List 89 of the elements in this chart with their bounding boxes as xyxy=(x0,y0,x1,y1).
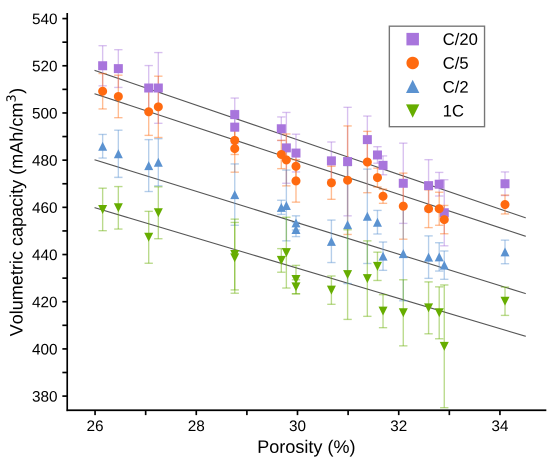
point xyxy=(114,92,123,101)
point xyxy=(378,252,388,261)
point xyxy=(291,218,300,228)
point xyxy=(144,161,154,170)
point xyxy=(326,286,336,295)
x-axis-title: Porosity (%) xyxy=(258,440,354,457)
point xyxy=(434,180,444,189)
legend-label: C/5 xyxy=(444,56,468,69)
point xyxy=(154,102,163,112)
point xyxy=(114,149,123,158)
point xyxy=(424,252,434,262)
point xyxy=(362,135,372,144)
y-axis-title: Volumetric capacity (mAh/cm$^{3}$) xyxy=(6,88,26,336)
y-tick-label: 520 xyxy=(32,60,57,72)
y-tick-label: 400 xyxy=(32,344,57,355)
point xyxy=(230,122,240,132)
y-tick-label: 500 xyxy=(32,108,57,119)
point xyxy=(230,190,240,200)
point xyxy=(291,282,300,292)
point xyxy=(378,192,388,201)
point xyxy=(98,142,108,151)
x-tick-label: 26 xyxy=(87,420,103,432)
point xyxy=(343,270,352,280)
point xyxy=(282,143,291,152)
point xyxy=(372,218,382,227)
point xyxy=(343,176,352,185)
y-tick-label: 380 xyxy=(32,390,57,402)
point xyxy=(398,308,408,318)
point xyxy=(440,260,449,270)
point xyxy=(114,203,123,212)
point xyxy=(500,296,510,306)
point xyxy=(114,64,123,74)
point xyxy=(276,124,286,134)
point xyxy=(326,236,336,246)
point xyxy=(144,107,154,116)
point xyxy=(424,303,434,312)
point xyxy=(343,220,352,230)
point xyxy=(98,204,108,214)
point xyxy=(362,212,372,221)
point xyxy=(154,158,163,167)
x-tick-label: 34 xyxy=(492,420,508,432)
point xyxy=(398,178,408,188)
y-tick-label: 420 xyxy=(32,296,57,308)
point xyxy=(440,342,449,351)
point xyxy=(154,83,163,92)
legend-label: C/20 xyxy=(444,32,478,46)
legend-label: 1C xyxy=(444,104,464,117)
point xyxy=(500,179,510,188)
y-tick-label: 480 xyxy=(32,155,57,166)
point xyxy=(326,178,336,188)
x-tick-label: 30 xyxy=(290,420,306,432)
point xyxy=(282,155,291,164)
point xyxy=(98,86,108,96)
x-tick-label: 32 xyxy=(390,420,406,432)
point xyxy=(98,61,108,70)
point xyxy=(398,249,408,258)
x-tick-label: 28 xyxy=(188,420,204,432)
point xyxy=(144,232,154,242)
point xyxy=(500,200,510,210)
point xyxy=(434,252,444,262)
point xyxy=(434,308,444,318)
point xyxy=(291,148,300,158)
point xyxy=(154,208,163,218)
point xyxy=(398,202,408,211)
point xyxy=(372,150,382,160)
point xyxy=(230,144,240,154)
point xyxy=(276,256,286,265)
point xyxy=(372,262,382,271)
y-tick-label: 440 xyxy=(32,249,57,260)
point xyxy=(378,160,388,170)
point xyxy=(282,248,291,258)
point xyxy=(500,247,510,256)
point xyxy=(378,306,388,316)
point xyxy=(230,136,240,145)
point xyxy=(362,274,372,284)
point xyxy=(362,158,372,167)
point xyxy=(434,204,444,214)
point xyxy=(144,83,154,92)
y-tick-label: 460 xyxy=(32,202,57,214)
point xyxy=(230,110,240,120)
point xyxy=(291,162,300,171)
point xyxy=(424,204,434,214)
point xyxy=(291,176,300,186)
legend-label: C/2 xyxy=(444,80,468,93)
point xyxy=(440,215,449,224)
point xyxy=(326,156,336,166)
point xyxy=(343,157,352,166)
point xyxy=(372,173,382,182)
y-tick-label: 540 xyxy=(32,13,57,24)
